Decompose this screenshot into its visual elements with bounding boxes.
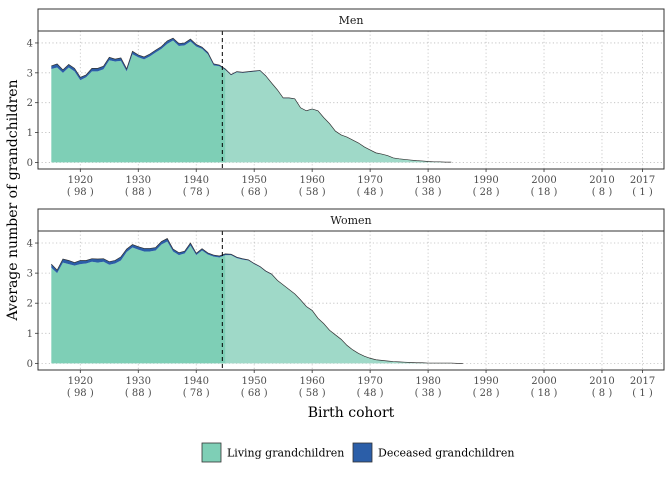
y-tick-label-women: 1 xyxy=(27,329,33,340)
x-tick-sublabel-women: ( 98 ) xyxy=(67,388,94,399)
panel-border-men xyxy=(37,30,665,170)
y-tick-label-men: 0 xyxy=(27,158,33,169)
y-tick-label-women: 2 xyxy=(27,299,33,310)
x-tick-label-women: 1980 xyxy=(415,376,440,387)
x-tick-label-men: 1960 xyxy=(299,175,324,186)
x-tick-sublabel-men: ( 88 ) xyxy=(125,187,152,198)
x-axis-title: Birth cohort xyxy=(308,405,395,421)
x-tick-sublabel-women: ( 58 ) xyxy=(299,388,326,399)
x-tick-label-men: 1930 xyxy=(126,175,151,186)
strip-label-women: Women xyxy=(330,214,371,227)
y-tick-label-men: 4 xyxy=(27,38,33,49)
x-tick-sublabel-women: ( 88 ) xyxy=(125,388,152,399)
x-tick-label-men: 1920 xyxy=(68,175,93,186)
x-tick-label-women: 1970 xyxy=(357,376,382,387)
legend-key-living xyxy=(201,442,222,463)
x-tick-label-women: 2017 xyxy=(630,376,655,387)
area-living-recent-men xyxy=(219,66,452,163)
x-tick-sublabel-women: ( 78 ) xyxy=(183,388,210,399)
x-tick-label-men: 1990 xyxy=(473,175,498,186)
x-tick-sublabel-men: ( 18 ) xyxy=(531,187,558,198)
y-tick-label-women: 4 xyxy=(27,239,33,250)
x-tick-sublabel-men: ( 8 ) xyxy=(592,187,613,198)
y-tick-label-men: 1 xyxy=(27,128,33,139)
area-outline-women xyxy=(51,238,463,364)
x-tick-sublabel-men: ( 1 ) xyxy=(632,187,653,198)
x-tick-sublabel-women: ( 28 ) xyxy=(473,388,500,399)
x-tick-label-women: 1920 xyxy=(68,376,93,387)
x-tick-label-women: 2010 xyxy=(589,376,614,387)
x-tick-label-men: 2010 xyxy=(589,175,614,186)
x-tick-label-women: 1960 xyxy=(299,376,324,387)
area-outline-men xyxy=(51,37,452,163)
x-tick-sublabel-men: ( 68 ) xyxy=(241,187,268,198)
legend-label-deceased: Deceased grandchildren xyxy=(378,447,514,460)
x-tick-label-women: 1940 xyxy=(184,376,209,387)
x-tick-sublabel-men: ( 98 ) xyxy=(67,187,94,198)
x-tick-label-men: 1940 xyxy=(184,175,209,186)
y-tick-label-men: 2 xyxy=(27,98,33,109)
x-tick-label-men: 2000 xyxy=(531,175,556,186)
y-tick-label-women: 3 xyxy=(27,269,33,280)
area-living-men xyxy=(51,40,226,163)
x-tick-sublabel-women: ( 38 ) xyxy=(415,388,442,399)
area-living-recent-women xyxy=(219,255,463,364)
area-living-women xyxy=(51,241,226,364)
x-tick-label-women: 2000 xyxy=(531,376,556,387)
x-tick-label-women: 1930 xyxy=(126,376,151,387)
x-tick-label-women: 1990 xyxy=(473,376,498,387)
x-tick-sublabel-women: ( 18 ) xyxy=(531,388,558,399)
x-tick-sublabel-men: ( 28 ) xyxy=(473,187,500,198)
y-axis-title: Average number of grandchildren xyxy=(5,80,21,322)
y-tick-label-women: 0 xyxy=(27,359,33,370)
strip-label-men: Men xyxy=(339,14,364,27)
x-tick-label-men: 1950 xyxy=(241,175,266,186)
x-tick-sublabel-men: ( 78 ) xyxy=(183,187,210,198)
x-tick-sublabel-women: ( 68 ) xyxy=(241,388,268,399)
x-tick-sublabel-men: ( 58 ) xyxy=(299,187,326,198)
x-tick-label-men: 1970 xyxy=(357,175,382,186)
x-tick-sublabel-women: ( 8 ) xyxy=(592,388,613,399)
x-tick-label-women: 1950 xyxy=(241,376,266,387)
panel-border-women xyxy=(37,230,665,371)
x-tick-sublabel-women: ( 1 ) xyxy=(632,388,653,399)
x-tick-sublabel-men: ( 48 ) xyxy=(357,187,384,198)
x-tick-sublabel-women: ( 48 ) xyxy=(357,388,384,399)
x-tick-label-men: 1980 xyxy=(415,175,440,186)
x-tick-sublabel-men: ( 38 ) xyxy=(415,187,442,198)
legend-key-deceased xyxy=(352,442,373,463)
legend-label-living: Living grandchildren xyxy=(227,447,344,460)
x-tick-label-men: 2017 xyxy=(630,175,655,186)
y-tick-label-men: 3 xyxy=(27,68,33,79)
